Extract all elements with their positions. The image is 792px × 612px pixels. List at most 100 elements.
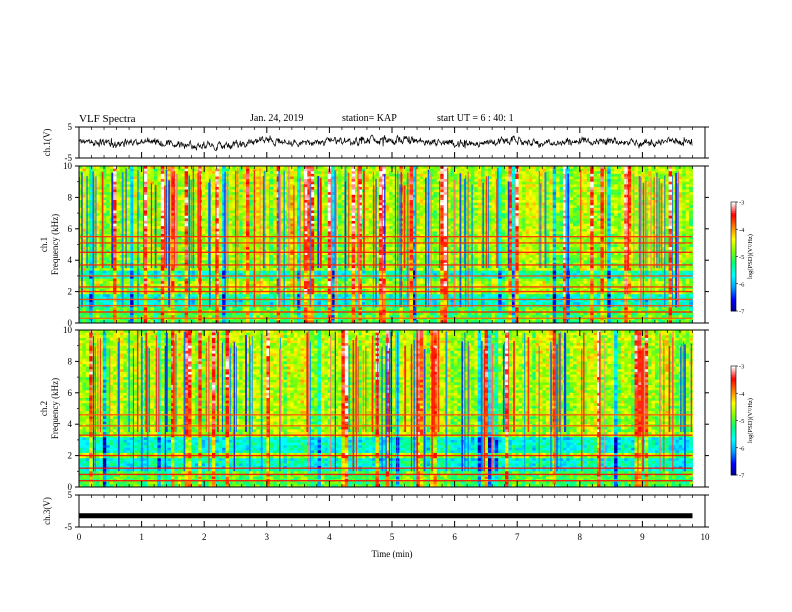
spectrogram-cell	[96, 166, 100, 170]
spectrogram-cell	[293, 288, 298, 292]
spectrogram-cell	[205, 312, 210, 316]
spectrogram-cell	[324, 184, 329, 188]
spectrogram-cell	[300, 244, 305, 248]
spectrogram-cell	[140, 281, 145, 285]
spectrogram-cell	[290, 302, 295, 306]
spectrogram-cell	[256, 307, 261, 311]
spectrogram-cell	[113, 173, 117, 177]
spectrogram-cell	[160, 278, 165, 282]
spectrogram-cell	[106, 176, 111, 180]
spectrogram-cell	[157, 275, 162, 279]
spectrogram-cell	[300, 268, 305, 272]
spectrogram-cell	[218, 205, 223, 209]
spectrogram-cell	[249, 270, 254, 274]
spectrogram-cell	[85, 254, 90, 258]
spectrogram-cell	[283, 270, 288, 274]
spectrogram-cell	[300, 307, 305, 311]
spectrogram-cell	[317, 226, 322, 230]
spectrogram-cell	[290, 176, 295, 180]
spectrogram-cell	[85, 166, 90, 170]
spectrogram-cell	[194, 254, 199, 258]
spectrogram-cell	[228, 268, 233, 272]
spectrogram-cell	[338, 202, 342, 206]
spectrogram-cell	[280, 189, 284, 193]
spectrogram-cell	[153, 307, 158, 311]
spectrogram-cell	[228, 189, 233, 193]
spectrogram-cell	[320, 291, 325, 295]
spectrogram-cell	[181, 288, 186, 292]
spectrogram-cell	[228, 249, 233, 253]
spectrogram-cell	[273, 202, 278, 206]
spectrogram-cell	[211, 286, 216, 290]
spectrogram-cell	[348, 205, 353, 209]
spectrogram-cell	[211, 210, 216, 214]
spectrogram-cell	[147, 257, 152, 261]
spectrogram-cell	[228, 260, 233, 264]
spectrogram-cell	[164, 268, 169, 272]
spectrogram-cell	[116, 231, 121, 235]
spectrogram-cell	[194, 299, 199, 303]
spectrogram-cell	[123, 184, 128, 188]
spectrogram-cell	[310, 278, 315, 282]
spectrogram-cell	[191, 299, 196, 303]
spectrogram-cell	[205, 234, 210, 238]
spectrogram-cell	[259, 223, 264, 227]
spectrogram-cell	[303, 249, 308, 253]
spectrogram-cell	[136, 302, 141, 306]
spectrogram-cell	[222, 171, 227, 175]
spectrogram-cell	[303, 181, 308, 185]
spectrogram-cell	[194, 294, 199, 298]
spectrogram-cell	[140, 220, 145, 224]
spectrogram-cell	[85, 210, 90, 214]
spectrogram-cell	[269, 294, 274, 298]
spectrogram-cell	[338, 283, 342, 287]
spectrogram-cell	[147, 171, 152, 175]
spectrogram-cell	[331, 312, 336, 316]
spectrogram-cell	[317, 215, 322, 219]
spectrogram-cell	[324, 202, 329, 206]
spectrogram-cell	[130, 312, 135, 316]
spectrogram-cell	[259, 317, 264, 321]
spectrogram-cell	[113, 286, 117, 290]
spectrogram-cell	[150, 268, 155, 272]
spectrogram-cell	[116, 249, 121, 253]
spectrogram-cell	[317, 249, 322, 253]
spectrogram-cell	[96, 197, 100, 201]
spectrogram-cell	[218, 252, 223, 256]
spectrogram-cell	[136, 249, 141, 253]
spectrogram-cell	[297, 200, 302, 204]
spectrogram-cell	[334, 320, 339, 324]
spectrogram-cell	[92, 220, 97, 224]
spectrogram-cell	[297, 194, 302, 198]
spectrogram-cell	[79, 244, 83, 248]
spectrogram-cell	[266, 288, 271, 292]
spectrogram-cell	[273, 291, 278, 295]
spectrogram-cell	[106, 278, 111, 282]
spectrogram-cell	[280, 166, 284, 170]
spectrogram-cell	[266, 294, 271, 298]
spectrogram-cell	[307, 286, 312, 290]
spectrogram-cell	[157, 176, 162, 180]
spectrogram-cell	[232, 278, 237, 282]
spectrogram-cell	[314, 179, 319, 183]
spectrogram-cell	[303, 215, 308, 219]
spectrogram-cell	[208, 176, 213, 180]
spectrogram-cell	[351, 270, 356, 274]
spectrogram-cell	[303, 207, 308, 211]
spectrogram-cell	[327, 299, 332, 303]
spectrogram-cell	[293, 205, 298, 209]
spectrogram-cell	[310, 215, 315, 219]
spectrogram-cell	[324, 194, 329, 198]
spectrogram-cell	[344, 294, 349, 298]
spectrogram-cell	[143, 254, 148, 258]
spectrogram-cell	[126, 173, 131, 177]
spectrogram-cell	[293, 281, 298, 285]
spectrogram-cell	[310, 228, 315, 232]
spectrogram-cell	[201, 302, 206, 306]
spectrogram-cell	[143, 278, 148, 282]
spectrogram-cell	[269, 192, 274, 196]
spectrogram-cell	[99, 288, 104, 292]
spectrogram-cell	[344, 320, 349, 324]
spectrogram-cell	[150, 244, 155, 248]
spectrogram-cell	[143, 273, 148, 277]
